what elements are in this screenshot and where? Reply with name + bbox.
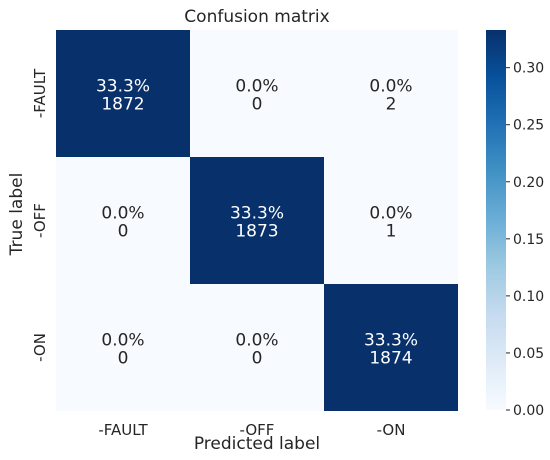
colorbar-tick-label: 0.10 xyxy=(513,289,544,305)
x-tick-label: -ON xyxy=(377,421,406,439)
colorbar-tick-label: 0.15 xyxy=(513,232,544,248)
x-axis-label: Predicted label xyxy=(194,434,320,454)
cell-count-label: 0 xyxy=(118,349,129,369)
cell-count-label: 2 xyxy=(386,95,397,115)
cell-percent-label: 0.0% xyxy=(369,77,412,97)
colorbar-tick-label: 0.05 xyxy=(513,346,544,362)
colorbar-tick-label: 0.30 xyxy=(513,61,544,77)
cell-percent-label: 0.0% xyxy=(101,331,144,351)
cell-percent-label: 33.3% xyxy=(230,204,284,224)
y-axis-ticks: -FAULT -OFF -ON xyxy=(31,68,49,362)
y-tick-label: -FAULT xyxy=(31,68,49,118)
cell-count-label: 0 xyxy=(252,349,263,369)
heatmap-cell xyxy=(56,30,190,157)
y-tick-label: -OFF xyxy=(31,203,49,238)
cell-count-label: 0 xyxy=(118,222,129,242)
cell-count-label: 0 xyxy=(252,95,263,115)
heatmap-cell xyxy=(190,30,324,157)
heatmap-cell xyxy=(190,157,324,284)
cell-count-label: 1 xyxy=(386,222,397,242)
cell-count-label: 1874 xyxy=(369,349,412,369)
y-tick-label: -ON xyxy=(31,333,49,362)
x-tick-label: -FAULT xyxy=(98,421,148,439)
heatmap-cell xyxy=(324,157,458,284)
x-tick-label: -OFF xyxy=(240,421,275,439)
heatmap-cell xyxy=(324,30,458,157)
cell-percent-label: 33.3% xyxy=(96,77,150,97)
heatmap-cell xyxy=(56,157,190,284)
cell-percent-label: 33.3% xyxy=(364,331,418,351)
cell-count-label: 1872 xyxy=(101,95,144,115)
colorbar xyxy=(486,30,506,410)
heatmap-cells: 33.3%18720.0%00.0%20.0%033.3%18730.0%10.… xyxy=(56,30,458,411)
colorbar-tick-label: 0.25 xyxy=(513,118,544,134)
cell-count-label: 1873 xyxy=(235,222,278,242)
cell-percent-label: 0.0% xyxy=(235,331,278,351)
heatmap-cell xyxy=(190,284,324,411)
x-axis-ticks: -FAULT -OFF -ON xyxy=(98,421,405,439)
colorbar-tick-label: 0.20 xyxy=(513,175,544,191)
colorbar-ticks: 0.00 0.05 0.10 0.15 0.20 0.25 0.30 xyxy=(506,61,544,419)
cell-percent-label: 0.0% xyxy=(101,204,144,224)
heatmap-cell xyxy=(324,284,458,411)
cell-percent-label: 0.0% xyxy=(369,204,412,224)
chart-title: Confusion matrix xyxy=(184,7,329,27)
colorbar-tick-label: 0.00 xyxy=(513,403,544,419)
heatmap-cell xyxy=(56,284,190,411)
cell-percent-label: 0.0% xyxy=(235,77,278,97)
y-axis-label: True label xyxy=(7,173,27,257)
